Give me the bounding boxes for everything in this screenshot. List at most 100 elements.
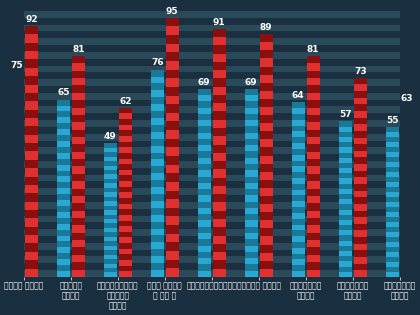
Bar: [339, 127, 352, 132]
Bar: [57, 265, 70, 271]
Bar: [291, 137, 305, 143]
Bar: [198, 183, 211, 189]
Bar: [213, 161, 226, 169]
Bar: [10, 256, 23, 263]
Bar: [10, 120, 23, 127]
Bar: [401, 117, 414, 122]
Bar: [386, 207, 399, 212]
Bar: [198, 176, 211, 183]
Bar: [354, 184, 367, 191]
Bar: [151, 228, 164, 235]
Bar: [401, 151, 414, 157]
Bar: [10, 243, 23, 249]
Bar: [166, 35, 179, 44]
Bar: [213, 78, 226, 87]
Bar: [198, 152, 211, 158]
Bar: [72, 203, 85, 211]
Bar: [307, 85, 320, 93]
Bar: [57, 224, 70, 230]
Bar: [386, 137, 399, 142]
Bar: [244, 183, 258, 189]
Bar: [198, 189, 211, 195]
Bar: [151, 242, 164, 249]
Bar: [244, 107, 258, 114]
Bar: [354, 151, 367, 158]
Bar: [213, 145, 226, 153]
Bar: [24, 134, 400, 140]
Bar: [10, 168, 23, 175]
Bar: [307, 166, 320, 174]
Bar: [213, 169, 226, 178]
Bar: [354, 264, 367, 270]
Bar: [260, 196, 273, 204]
Bar: [24, 93, 400, 100]
Bar: [291, 219, 305, 225]
Bar: [307, 159, 320, 166]
Bar: [25, 126, 38, 135]
Bar: [25, 135, 38, 143]
Bar: [10, 181, 23, 188]
Bar: [72, 255, 85, 262]
Bar: [25, 218, 38, 227]
Bar: [213, 211, 226, 219]
Bar: [291, 149, 305, 155]
Bar: [260, 261, 273, 269]
Bar: [10, 270, 23, 277]
Bar: [24, 249, 400, 256]
Bar: [151, 187, 164, 194]
Bar: [119, 238, 132, 243]
Bar: [25, 185, 38, 193]
Bar: [72, 225, 85, 233]
Bar: [25, 34, 38, 43]
Bar: [354, 270, 367, 277]
Bar: [119, 198, 132, 203]
Bar: [244, 145, 258, 152]
Bar: [386, 192, 399, 197]
Bar: [291, 108, 305, 114]
Bar: [339, 272, 352, 277]
Bar: [72, 100, 85, 107]
Bar: [213, 252, 226, 260]
Bar: [10, 72, 23, 79]
Bar: [57, 182, 70, 188]
Bar: [25, 176, 38, 185]
Bar: [104, 175, 117, 179]
Bar: [339, 173, 352, 178]
Text: 64: 64: [292, 91, 304, 100]
Bar: [386, 147, 399, 152]
Bar: [307, 137, 320, 144]
Bar: [198, 164, 211, 170]
Bar: [151, 152, 164, 159]
Bar: [386, 272, 399, 277]
Bar: [291, 190, 305, 195]
Bar: [25, 268, 38, 277]
Bar: [291, 254, 305, 260]
Bar: [119, 147, 132, 153]
Bar: [198, 95, 211, 101]
Bar: [72, 56, 85, 63]
Bar: [260, 66, 273, 75]
Bar: [401, 203, 414, 208]
Bar: [307, 71, 320, 78]
Bar: [119, 226, 132, 232]
Bar: [401, 174, 414, 180]
Bar: [10, 249, 23, 256]
Bar: [198, 252, 211, 258]
Text: 62: 62: [119, 97, 131, 106]
Bar: [57, 100, 70, 106]
Bar: [339, 220, 352, 225]
Text: 95: 95: [166, 7, 178, 16]
Bar: [213, 227, 226, 236]
Bar: [10, 229, 23, 236]
Bar: [198, 271, 211, 277]
Bar: [401, 122, 414, 128]
Bar: [339, 158, 352, 163]
Bar: [24, 59, 400, 66]
Bar: [291, 225, 305, 230]
Bar: [244, 120, 258, 126]
Bar: [119, 108, 132, 113]
Bar: [260, 75, 273, 83]
Bar: [198, 227, 211, 233]
Bar: [151, 166, 164, 173]
Bar: [119, 113, 132, 119]
